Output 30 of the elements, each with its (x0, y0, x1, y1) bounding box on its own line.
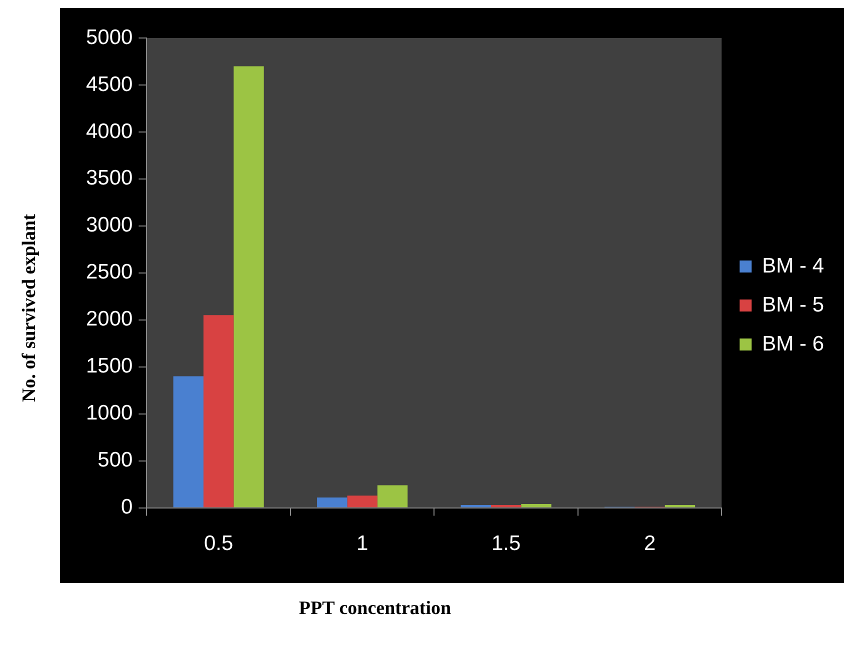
x-tick-label: 0.5 (204, 532, 234, 556)
y-tick-label: 1000 (86, 402, 133, 425)
bar (460, 504, 491, 508)
y-tick-label: 500 (98, 448, 133, 472)
y-tick-label: 1500 (86, 354, 133, 378)
bar (173, 376, 204, 508)
y-tick-label: 2000 (86, 308, 133, 331)
legend-label: BM - 4 (762, 254, 824, 278)
y-tick-label: 3500 (86, 166, 133, 190)
y-tick-label: 3000 (86, 214, 133, 237)
bar (490, 504, 522, 508)
x-tick-label: 2 (644, 532, 656, 556)
bar (234, 66, 264, 508)
y-tick-label: 2500 (86, 260, 133, 284)
bar (377, 485, 408, 508)
y-tick-label: 4000 (86, 120, 133, 143)
bar (664, 504, 696, 508)
bar (203, 315, 234, 508)
legend-label: BM - 5 (762, 293, 824, 316)
x-tick-label: 1 (356, 532, 368, 556)
y-tick-label: 5000 (86, 26, 133, 49)
bar (317, 497, 348, 508)
bar (347, 496, 378, 508)
y-axis-title: No. of survived explant (19, 214, 41, 402)
x-axis-title: PPT concentration (298, 598, 452, 620)
y-tick-label: 0 (121, 496, 133, 519)
bar (521, 504, 552, 508)
y-tick-label: 4500 (86, 72, 133, 96)
legend-label: BM - 6 (762, 332, 824, 356)
x-tick-label: 1.5 (491, 532, 521, 556)
